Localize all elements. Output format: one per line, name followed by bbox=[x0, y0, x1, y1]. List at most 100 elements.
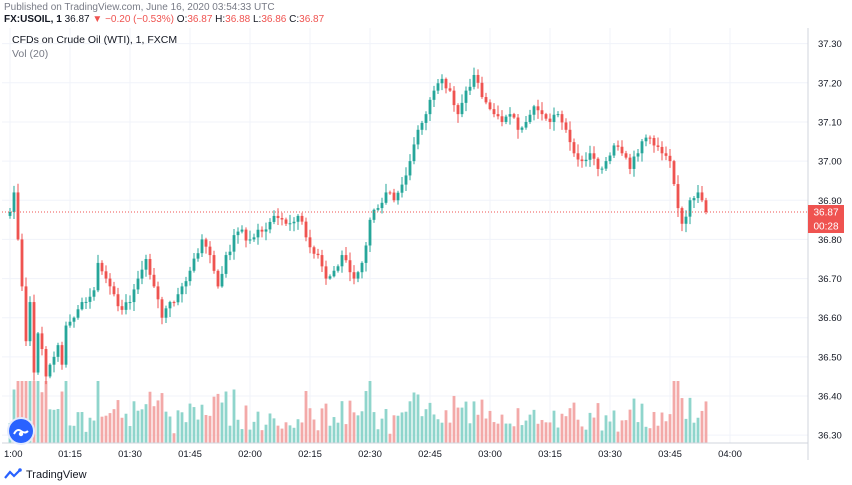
volume-bar bbox=[52, 409, 56, 443]
candle-body bbox=[304, 221, 308, 238]
candle-body bbox=[212, 255, 216, 271]
x-tick-label: 03:00 bbox=[478, 449, 502, 460]
y-tick-label: 36.70 bbox=[818, 274, 842, 285]
volume-bar bbox=[312, 419, 316, 443]
volume-bar bbox=[92, 420, 96, 443]
candle-body bbox=[312, 247, 316, 254]
candle-body bbox=[248, 239, 252, 241]
volume-bar bbox=[652, 411, 656, 443]
candle-body bbox=[104, 271, 108, 279]
y-tick-label: 36.90 bbox=[818, 196, 842, 207]
candle-body bbox=[116, 294, 120, 307]
tradingview-badge-icon[interactable] bbox=[9, 419, 33, 443]
volume-bar bbox=[644, 426, 648, 443]
candle-body bbox=[448, 88, 452, 91]
candle-body bbox=[180, 286, 184, 295]
volume-bar bbox=[700, 410, 704, 443]
candle-body bbox=[356, 272, 360, 279]
candle-body bbox=[276, 215, 280, 219]
y-tick-label: 37.20 bbox=[818, 78, 842, 89]
volume-bar bbox=[640, 403, 644, 443]
volume-bar bbox=[572, 402, 576, 443]
volume-bar bbox=[632, 398, 636, 443]
candle-body bbox=[624, 153, 628, 158]
candle-body bbox=[192, 258, 196, 271]
countdown-badge: 00:28 bbox=[808, 219, 844, 234]
volume-bar bbox=[356, 415, 360, 443]
last-price-badge-text: 36.87 bbox=[813, 208, 838, 219]
candle-body bbox=[232, 235, 236, 252]
candle-body bbox=[176, 294, 180, 303]
volume-bar bbox=[664, 421, 668, 443]
volume-bar bbox=[396, 415, 400, 443]
candle-body bbox=[564, 122, 568, 130]
candle-body bbox=[528, 114, 532, 122]
high-value: 36.88 bbox=[225, 14, 251, 25]
candle-body bbox=[260, 229, 264, 232]
volume-bar bbox=[516, 408, 520, 443]
candle-body bbox=[692, 198, 696, 201]
volume-label: Vol (20) bbox=[12, 48, 49, 60]
candle-body bbox=[516, 117, 520, 130]
volume-bar bbox=[520, 425, 524, 443]
volume-bar bbox=[128, 426, 132, 443]
candle-body bbox=[148, 258, 152, 275]
price-chart[interactable]: 37.30 37.20 37.10 37.00 36.90 36.80 36.70 36.60… bbox=[0, 28, 852, 460]
candle-body bbox=[548, 118, 552, 122]
volume-bar bbox=[544, 422, 548, 443]
candle-body bbox=[368, 219, 372, 246]
volume-bar bbox=[240, 429, 244, 443]
candle-body bbox=[316, 253, 320, 256]
candle-body bbox=[340, 255, 344, 267]
candle-body bbox=[684, 216, 688, 224]
candle-body bbox=[224, 255, 228, 274]
published-line: Published on TradingView.com, June 16, 2… bbox=[4, 2, 275, 13]
candle-body bbox=[656, 145, 660, 147]
volume-bar bbox=[456, 407, 460, 443]
volume-bar bbox=[528, 414, 532, 443]
volume-bar bbox=[588, 412, 592, 443]
volume-bar bbox=[620, 420, 624, 443]
volume-bar bbox=[672, 381, 676, 443]
volume-bar bbox=[704, 401, 708, 443]
candle-body bbox=[556, 114, 560, 116]
close-value: 36.87 bbox=[299, 14, 325, 25]
candle-body bbox=[92, 290, 96, 297]
volume-bar bbox=[200, 404, 204, 443]
candle-body bbox=[80, 302, 84, 310]
candle-body bbox=[372, 209, 376, 220]
candle-body bbox=[576, 153, 580, 160]
volume-bar bbox=[596, 403, 600, 443]
change-arrow-icon: ▼ bbox=[92, 14, 103, 25]
volume-bar bbox=[500, 414, 504, 443]
candle-body bbox=[156, 286, 160, 300]
candle-body bbox=[220, 273, 224, 287]
candle-body bbox=[440, 78, 444, 84]
volume-bar bbox=[176, 410, 180, 443]
volume-bar bbox=[264, 424, 268, 443]
candle-body bbox=[620, 146, 624, 154]
candle-body bbox=[208, 246, 212, 256]
candle-body bbox=[128, 302, 132, 304]
tradingview-brand[interactable]: TradingView bbox=[26, 469, 87, 481]
candle-body bbox=[252, 237, 256, 240]
candle-body bbox=[476, 74, 480, 83]
candle-body bbox=[580, 159, 584, 162]
candle-body bbox=[352, 272, 356, 279]
volume-bar bbox=[196, 419, 200, 443]
candle-body bbox=[308, 237, 312, 248]
volume-bar bbox=[24, 381, 28, 443]
volume-bar bbox=[376, 429, 380, 443]
volume-bar bbox=[152, 406, 156, 443]
volume-bar bbox=[276, 425, 280, 443]
volume-bar bbox=[508, 423, 512, 443]
volume-bar bbox=[352, 412, 356, 443]
y-tick-label: 36.50 bbox=[818, 352, 842, 363]
volume-bar bbox=[604, 415, 608, 443]
candle-body bbox=[60, 345, 64, 365]
volume-bar bbox=[400, 412, 404, 443]
countdown-badge-text: 00:28 bbox=[813, 222, 838, 233]
y-axis-labels: 37.30 37.20 37.10 37.00 36.90 36.80 36.70 36.60… bbox=[818, 39, 842, 442]
candle-body bbox=[152, 274, 156, 287]
candle-body bbox=[428, 99, 432, 115]
